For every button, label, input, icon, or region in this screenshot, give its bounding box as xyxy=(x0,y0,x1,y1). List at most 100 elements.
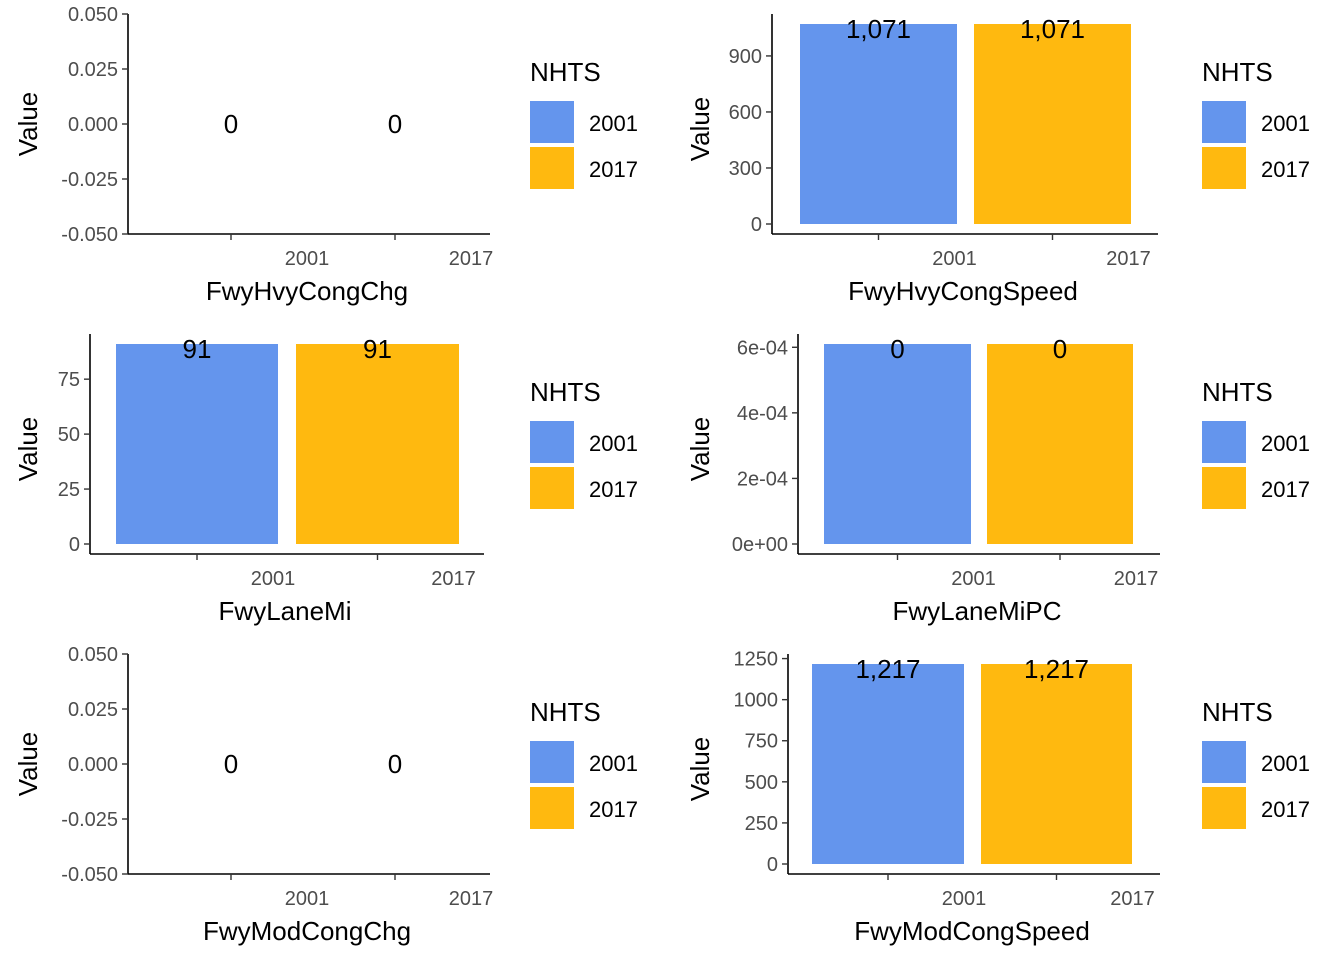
y-tick-label: 1250 xyxy=(734,649,779,671)
y-axis-title: Value xyxy=(685,417,715,482)
bar-2001 xyxy=(800,24,957,224)
y-tick-label: 0.000 xyxy=(68,114,118,136)
x-tick-label: 2001 xyxy=(951,568,996,590)
y-tick-label: 250 xyxy=(745,813,778,835)
y-tick-label: 0 xyxy=(767,854,778,876)
legend-swatch xyxy=(1202,787,1246,829)
legend-swatch xyxy=(1202,101,1246,143)
data-label: 91 xyxy=(363,334,392,364)
chart-panel-fwylanemipc: 0 0 0e+00 2e-04 4e-04 6e-04 2001 2017 FwyLaneMiP… xyxy=(685,334,1310,626)
legend-title: NHTS xyxy=(1202,57,1273,87)
legend-title: NHTS xyxy=(530,377,601,407)
y-tick-label: 300 xyxy=(729,158,762,180)
legend-label: 2017 xyxy=(1261,797,1310,822)
y-axis-title: Value xyxy=(13,732,43,797)
legend-label: 2001 xyxy=(1261,751,1310,776)
legend-title: NHTS xyxy=(1202,377,1273,407)
legend-swatch xyxy=(1202,741,1246,783)
legend-label: 2001 xyxy=(589,751,638,776)
legend-swatch xyxy=(1202,467,1246,509)
y-tick-label: 0.025 xyxy=(68,699,118,721)
x-tick-label: 2001 xyxy=(932,248,977,270)
y-tick-label: 75 xyxy=(58,369,80,391)
data-label: 1,217 xyxy=(1024,654,1089,684)
data-label: 1,071 xyxy=(846,14,911,44)
y-tick-label: 750 xyxy=(745,731,778,753)
x-tick-label: 2017 xyxy=(1110,888,1155,910)
data-label: 1,071 xyxy=(1020,14,1085,44)
x-axis-title: FwyLaneMiPC xyxy=(892,596,1061,626)
y-tick-label: 0.050 xyxy=(68,644,118,666)
legend-swatch xyxy=(530,421,574,463)
y-tick-label: 600 xyxy=(729,102,762,124)
y-tick-label: 500 xyxy=(745,772,778,794)
legend-swatch xyxy=(1202,147,1246,189)
bar-2001 xyxy=(812,664,964,864)
data-label: 0 xyxy=(388,749,402,779)
data-label: 0 xyxy=(1053,334,1067,364)
legend-title: NHTS xyxy=(1202,697,1273,727)
x-tick-label: 2017 xyxy=(449,248,494,270)
data-label: 1,217 xyxy=(855,654,920,684)
y-tick-label: 4e-04 xyxy=(737,403,788,425)
chart-panel-fwyhvycongspeed: 1,071 1,071 0 300 600 900 2001 2017 FwyHvyCongSp… xyxy=(685,14,1310,306)
x-tick-label: 2017 xyxy=(431,568,476,590)
x-axis-title: FwyModCongChg xyxy=(203,916,411,946)
data-label: 0 xyxy=(388,109,402,139)
legend-swatch xyxy=(530,101,574,143)
legend-swatch xyxy=(530,147,574,189)
y-tick-label: 0.000 xyxy=(68,754,118,776)
y-axis-title: Value xyxy=(13,417,43,482)
y-axis-title: Value xyxy=(13,92,43,157)
legend-label: 2017 xyxy=(1261,157,1310,182)
bar-2017 xyxy=(974,24,1131,224)
y-axis-title: Value xyxy=(685,737,715,802)
legend-swatch xyxy=(530,467,574,509)
chart-panel-fwylanemi: 91 91 0 25 50 75 2001 2017 FwyLaneMi Value NHTS 200… xyxy=(13,334,638,626)
legend-title: NHTS xyxy=(530,697,601,727)
x-tick-label: 2001 xyxy=(942,888,987,910)
legend-label: 2017 xyxy=(589,477,638,502)
y-tick-label: -0.025 xyxy=(61,809,118,831)
x-axis-title: FwyLaneMi xyxy=(219,596,352,626)
y-tick-label: 0.025 xyxy=(68,59,118,81)
y-tick-label: 0 xyxy=(69,534,80,556)
y-axis-title: Value xyxy=(685,97,715,162)
legend-swatch xyxy=(1202,421,1246,463)
bar-2001 xyxy=(824,344,971,544)
legend-label: 2001 xyxy=(589,111,638,136)
y-tick-label: 50 xyxy=(58,424,80,446)
x-tick-label: 2001 xyxy=(285,248,330,270)
x-axis-title: FwyHvyCongSpeed xyxy=(848,276,1078,306)
y-tick-label: -0.050 xyxy=(61,224,118,246)
y-tick-label: -0.050 xyxy=(61,864,118,886)
y-tick-label: 2e-04 xyxy=(737,468,788,490)
data-label: 0 xyxy=(890,334,904,364)
legend-label: 2001 xyxy=(589,431,638,456)
x-tick-label: 2017 xyxy=(1106,248,1151,270)
chart-panel-fwyhvycongchg: 0 0 -0.050 -0.025 0.000 0.025 0.050 2001 2017 Fwy… xyxy=(13,4,638,306)
legend-label: 2001 xyxy=(1261,431,1310,456)
x-tick-label: 2017 xyxy=(449,888,494,910)
chart-panel-fwymodcongchg: 0 0 -0.050 -0.025 0.000 0.025 0.050 2001 2017 Fwy… xyxy=(13,644,638,946)
legend-label: 2001 xyxy=(1261,111,1310,136)
data-label: 0 xyxy=(224,749,238,779)
x-tick-label: 2001 xyxy=(285,888,330,910)
y-tick-label: 0.050 xyxy=(68,4,118,26)
legend-label: 2017 xyxy=(1261,477,1310,502)
x-tick-label: 2017 xyxy=(1114,568,1159,590)
y-tick-label: 0 xyxy=(751,214,762,236)
y-tick-label: 25 xyxy=(58,479,80,501)
y-tick-label: 900 xyxy=(729,46,762,68)
bar-2017 xyxy=(981,664,1132,864)
y-tick-label: 6e-04 xyxy=(737,337,788,359)
legend-title: NHTS xyxy=(530,57,601,87)
bar-2017 xyxy=(296,344,459,544)
y-tick-label: 1000 xyxy=(734,690,779,712)
data-label: 0 xyxy=(224,109,238,139)
bar-2017 xyxy=(987,344,1133,544)
bar-2001 xyxy=(116,344,278,544)
legend-swatch xyxy=(530,787,574,829)
legend-label: 2017 xyxy=(589,797,638,822)
